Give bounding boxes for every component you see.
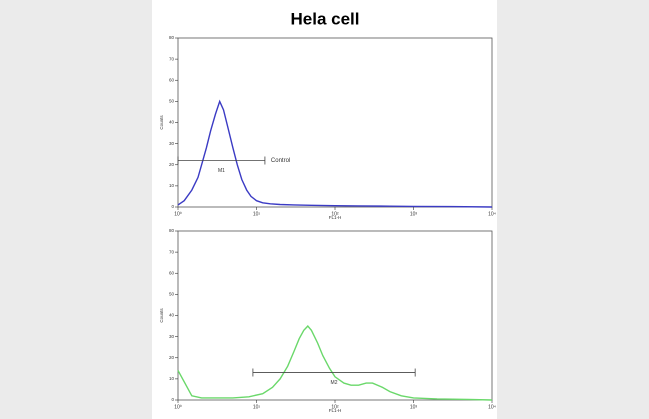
y-tick-label: 70 [169, 56, 175, 61]
y-tick-label: 80 [169, 35, 175, 40]
y-tick-label: 30 [169, 334, 175, 339]
y-axis-label: Counts [159, 115, 164, 130]
x-tick-label: 10¹ [253, 404, 261, 410]
y-tick-label: 50 [169, 99, 175, 104]
x-tick-label: 10³ [410, 211, 418, 217]
y-tick-label: 0 [171, 204, 174, 209]
gate-label: M2 [331, 380, 338, 386]
title: Hela cell [291, 9, 360, 28]
x-tick-label: 10⁰ [174, 404, 182, 410]
x-tick-label: 10¹ [253, 211, 261, 217]
y-tick-label: 20 [169, 355, 175, 360]
x-axis-label: FL1-H [329, 408, 342, 413]
y-tick-label: 60 [169, 270, 175, 275]
y-tick-label: 70 [169, 249, 175, 254]
y-tick-label: 30 [169, 141, 175, 146]
histogram-line [177, 325, 493, 401]
y-axis-label: Counts [159, 308, 164, 323]
y-tick-label: 40 [169, 120, 175, 125]
y-tick-label: 10 [169, 183, 175, 188]
y-tick-label: 0 [171, 397, 174, 402]
y-tick-label: 40 [169, 313, 175, 318]
x-tick-label: 10⁴ [488, 211, 496, 217]
y-tick-label: 80 [169, 228, 175, 233]
y-tick-label: 10 [169, 376, 175, 381]
gate-name: Control [271, 158, 290, 164]
y-tick-label: 50 [169, 292, 175, 297]
x-tick-label: 10³ [410, 404, 418, 410]
x-axis-label: FL1-H [329, 215, 342, 220]
histogram-line [177, 99, 493, 208]
gate-label: M1 [218, 168, 225, 174]
x-tick-label: 10² [331, 211, 339, 217]
x-tick-label: 10⁴ [488, 404, 496, 410]
y-tick-label: 60 [169, 77, 175, 82]
x-tick-label: 10² [331, 404, 339, 410]
panel [152, 0, 497, 419]
y-tick-label: 20 [169, 162, 175, 167]
x-tick-label: 10⁰ [174, 211, 182, 217]
